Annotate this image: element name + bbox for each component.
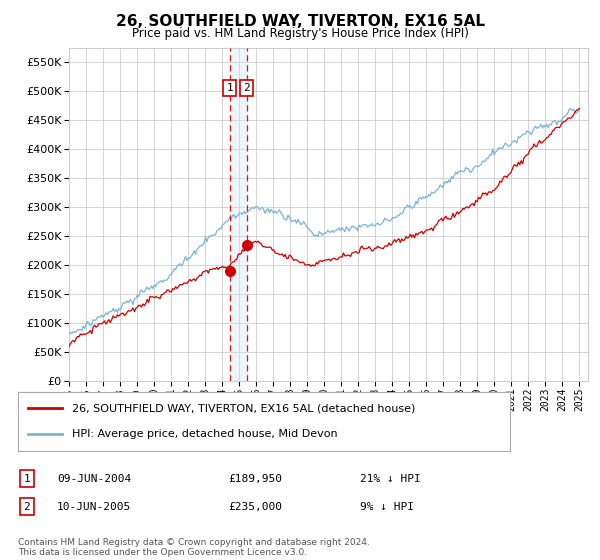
- Text: 26, SOUTHFIELD WAY, TIVERTON, EX16 5AL: 26, SOUTHFIELD WAY, TIVERTON, EX16 5AL: [115, 14, 485, 29]
- Text: 26, SOUTHFIELD WAY, TIVERTON, EX16 5AL (detached house): 26, SOUTHFIELD WAY, TIVERTON, EX16 5AL (…: [72, 403, 415, 413]
- Text: 09-JUN-2004: 09-JUN-2004: [57, 474, 131, 484]
- Text: £189,950: £189,950: [228, 474, 282, 484]
- Text: 21% ↓ HPI: 21% ↓ HPI: [360, 474, 421, 484]
- Text: 2: 2: [23, 502, 31, 512]
- Text: 9% ↓ HPI: 9% ↓ HPI: [360, 502, 414, 512]
- Text: 2: 2: [243, 83, 250, 93]
- Bar: [230, 48, 247, 381]
- Text: £235,000: £235,000: [228, 502, 282, 512]
- Text: Price paid vs. HM Land Registry's House Price Index (HPI): Price paid vs. HM Land Registry's House …: [131, 27, 469, 40]
- Text: HPI: Average price, detached house, Mid Devon: HPI: Average price, detached house, Mid …: [72, 430, 338, 440]
- Text: Contains HM Land Registry data © Crown copyright and database right 2024.
This d: Contains HM Land Registry data © Crown c…: [18, 538, 370, 557]
- Text: 1: 1: [226, 83, 233, 93]
- Text: 1: 1: [23, 474, 31, 484]
- Text: 10-JUN-2005: 10-JUN-2005: [57, 502, 131, 512]
